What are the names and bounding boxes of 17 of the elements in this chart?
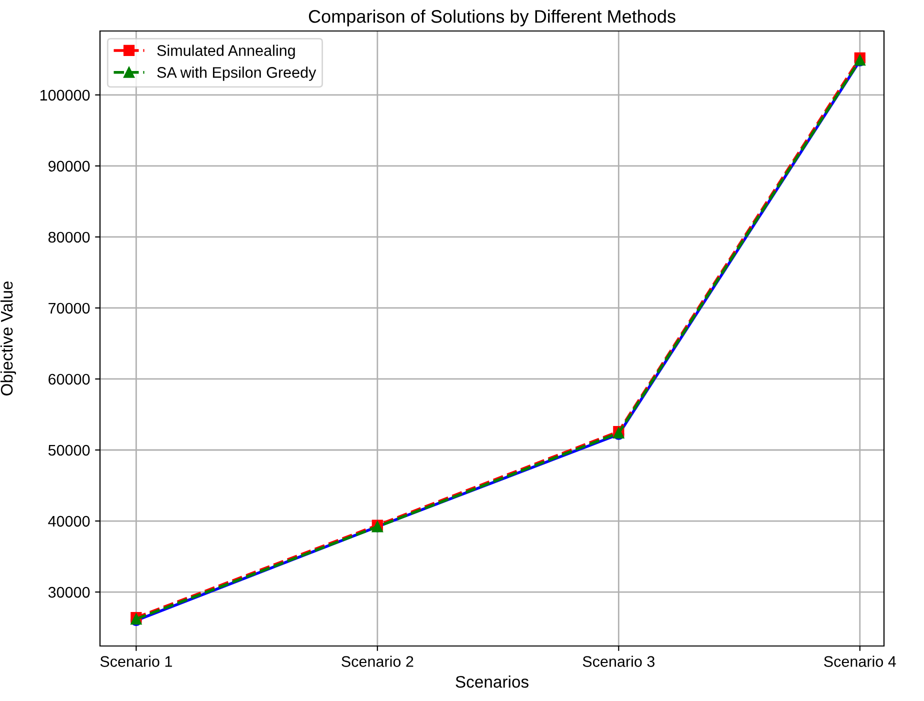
y-axis-title: Objective Value <box>0 281 16 396</box>
x-tick-label: Scenario 3 <box>582 656 654 667</box>
x-tick-label: Scenario 4 <box>824 656 896 667</box>
y-tick-label: 40000 <box>48 516 90 527</box>
chart-title: Comparison of Solutions by Different Methods <box>308 10 676 26</box>
x-axis-title: Scenarios <box>456 676 528 688</box>
x-tick-label: Scenario 1 <box>100 656 172 667</box>
y-tick-label: 80000 <box>48 232 90 243</box>
legend-label: Simulated Annealing <box>157 44 295 59</box>
y-tick-label: 30000 <box>48 586 90 598</box>
legend-label: SA with Epsilon Greedy <box>157 66 316 81</box>
y-tick-label: 100000 <box>40 90 90 101</box>
y-tick-label: 50000 <box>48 444 90 456</box>
x-tick-label: Scenario 2 <box>342 656 414 667</box>
y-tick-label: 60000 <box>48 374 90 385</box>
y-tick-label: 70000 <box>48 302 90 314</box>
y-tick-label: 90000 <box>48 160 90 172</box>
